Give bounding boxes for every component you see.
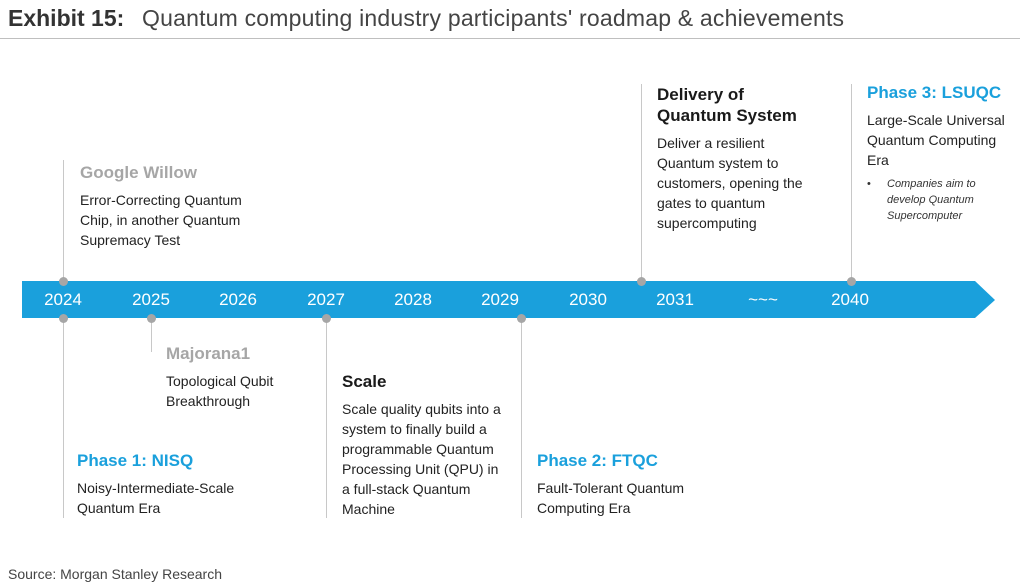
connector-phase1 — [63, 318, 64, 518]
connector-phase3 — [851, 84, 852, 281]
bullet-icon: • — [867, 178, 871, 190]
milestone-title: Phase 3: LSUQC — [867, 83, 1002, 102]
year-label: 2029 — [481, 290, 519, 309]
milestone-description: Large-Scale Universal Quantum Computing … — [867, 112, 1005, 168]
milestone-delivery: Delivery of Quantum System Deliver a res… — [657, 84, 837, 233]
milestone-title: Phase 1: NISQ — [77, 451, 194, 470]
timeline-dot — [59, 277, 68, 286]
year-label: 2040 — [831, 290, 869, 309]
connector-google-willow — [63, 160, 64, 281]
milestone-description: Error-Correcting Quantum Chip, in anothe… — [80, 192, 242, 248]
year-label: 2028 — [394, 290, 432, 309]
timeline-dot — [322, 314, 331, 323]
timeline-dot — [637, 277, 646, 286]
milestone-scale: Scale Scale quality qubits into a system… — [342, 371, 527, 519]
milestone-description: Topological Qubit Breakthrough — [166, 373, 274, 409]
milestone-description: Fault-Tolerant Quantum Computing Era — [537, 480, 685, 516]
milestone-title: Scale — [342, 372, 387, 391]
connector-scale — [326, 318, 327, 518]
year-label: ~~~ — [748, 290, 778, 309]
milestone-phase2: Phase 2: FTQC Fault-Tolerant Quantum Com… — [537, 450, 737, 518]
bullet-text: Companies aim to develop Quantum Superco… — [887, 178, 976, 222]
exhibit-label: Exhibit 15: — [8, 5, 125, 31]
connector-phase2 — [521, 318, 522, 518]
milestone-phase1: Phase 1: NISQ Noisy-Intermediate-Scale Q… — [77, 450, 277, 518]
year-label: 2025 — [132, 290, 170, 309]
exhibit-title: Quantum computing industry participants'… — [142, 5, 845, 31]
milestone-title: Delivery of Quantum System — [657, 85, 797, 125]
connector-delivery — [641, 84, 642, 281]
milestone-bullet: • Companies aim to develop Quantum Super… — [867, 176, 1017, 224]
milestone-description: Scale quality qubits into a system to fi… — [342, 401, 501, 517]
connector-majorana — [151, 318, 152, 352]
milestone-description: Deliver a resilient Quantum system to cu… — [657, 135, 803, 231]
timeline-dot — [59, 314, 68, 323]
exhibit-header: Exhibit 15: Quantum computing industry p… — [0, 0, 1020, 39]
milestone-google-willow: Google Willow Error-Correcting Quantum C… — [80, 162, 280, 250]
milestone-description: Noisy-Intermediate-Scale Quantum Era — [77, 480, 235, 516]
timeline-dot — [847, 277, 856, 286]
source-note: Source: Morgan Stanley Research — [8, 566, 222, 582]
milestone-title: Majorana1 — [166, 344, 251, 363]
year-label: 2031 — [656, 290, 694, 309]
timeline-dot — [147, 314, 156, 323]
timeline-dot — [517, 314, 526, 323]
year-label: 2030 — [569, 290, 607, 309]
milestone-title: Phase 2: FTQC — [537, 451, 658, 470]
milestone-majorana: Majorana1 Topological Qubit Breakthrough — [166, 343, 326, 411]
milestone-title: Google Willow — [80, 163, 197, 182]
year-label: 2027 — [307, 290, 345, 309]
year-label: 2024 — [44, 290, 82, 309]
year-label: 2026 — [219, 290, 257, 309]
milestone-phase3: Phase 3: LSUQC Large-Scale Universal Qua… — [867, 82, 1017, 224]
